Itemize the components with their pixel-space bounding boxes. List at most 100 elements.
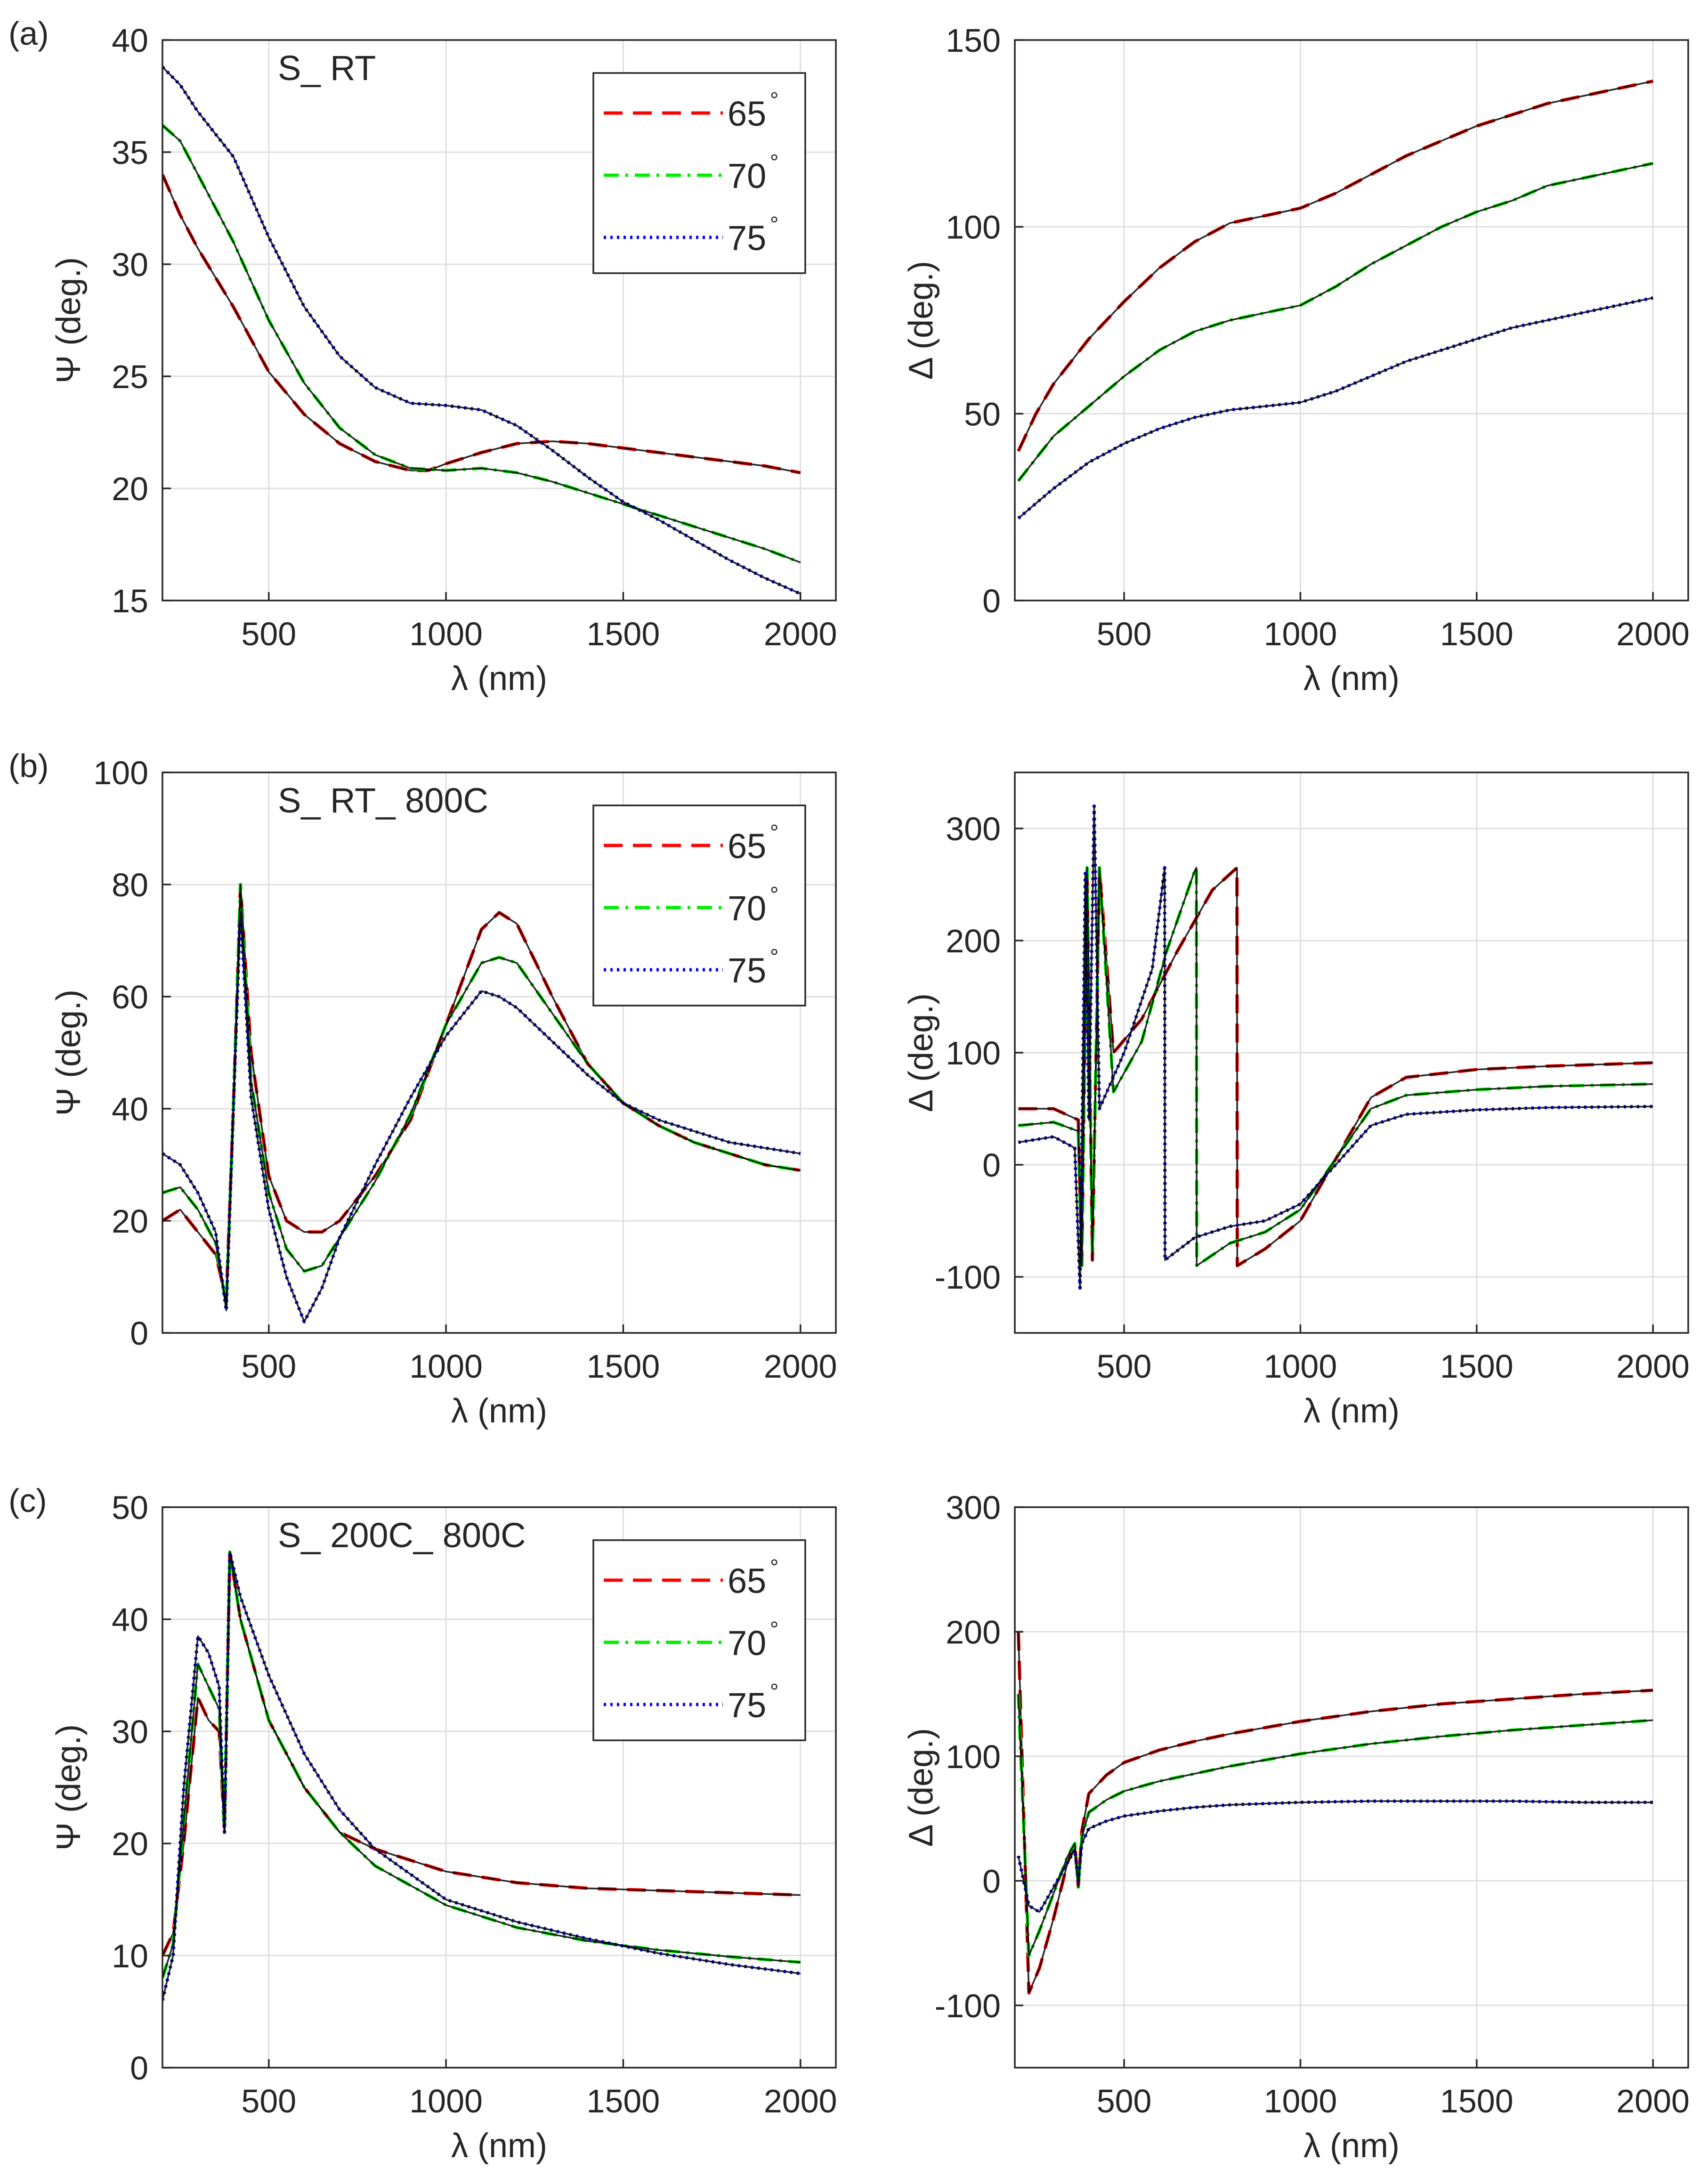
chart-a-psi: 500 1000 1500 2000 15 20 25 30 35 40 λ (nm) Ψ (deg.… <box>8 15 837 698</box>
legend: 65 °70 °75 ° <box>592 72 806 274</box>
y-tick-label: -100 <box>935 1988 1001 2024</box>
series-fit-70-line <box>1018 867 1653 1267</box>
y-tick-label: 200 <box>946 923 1001 959</box>
x-tick-label: 2000 <box>764 616 837 652</box>
legend-degree-65: ° <box>770 820 778 844</box>
x-tick-label: 500 <box>1097 1348 1152 1385</box>
series-fit-75-line <box>162 1551 801 2001</box>
legend-degree-75: ° <box>770 212 778 236</box>
x-axis-label: λ (nm) <box>451 660 547 698</box>
y-tick-label: 30 <box>112 246 148 283</box>
legend: 65 °70 °75 ° <box>592 1539 806 1741</box>
chart-title: S_ 200C_ 800C <box>278 1516 526 1555</box>
legend-degree-75: ° <box>770 1679 778 1704</box>
y-tick-label: 30 <box>112 1713 148 1750</box>
x-tick-label: 2000 <box>764 2083 837 2119</box>
y-axis-label: Ψ (deg.) <box>50 257 88 383</box>
plot-area <box>1015 40 1688 601</box>
y-tick-label: 20 <box>112 471 148 507</box>
legend-label-70: 70 <box>728 889 766 928</box>
x-tick-label: 2000 <box>1616 2083 1690 2119</box>
series-fit-70-line <box>162 124 801 563</box>
axes-box <box>1014 39 1689 601</box>
y-tick-label: 100 <box>946 209 1001 246</box>
y-tick-label: 40 <box>112 1601 148 1638</box>
series-group <box>1017 1632 1653 1995</box>
x-tick-label: 1000 <box>1264 1348 1337 1385</box>
series-fit-70-line <box>162 1551 801 1979</box>
legend-label-75: 75 <box>728 951 766 990</box>
x-axis-label: λ (nm) <box>1303 1392 1400 1430</box>
y-tick-label: 40 <box>112 1091 148 1128</box>
x-tick-label: 1000 <box>1264 2083 1337 2119</box>
legend-label-65: 65 <box>728 94 766 133</box>
y-axis-label: Ψ (deg.) <box>50 990 88 1116</box>
legend-degree-65: ° <box>770 88 778 112</box>
legend-label-70: 70 <box>728 1624 766 1663</box>
y-tick-label: 0 <box>130 2050 148 2087</box>
series-fit-70-line <box>1018 162 1653 482</box>
series-fit-75-line <box>162 911 801 1323</box>
legend-degree-70: ° <box>770 1617 778 1641</box>
legend-degree-65: ° <box>770 1555 778 1579</box>
series-fit-65-line <box>162 174 801 474</box>
chart-b-delta: 500 1000 1500 2000 -100 0 100 200 300 λ (nm) Δ (de… <box>902 771 1690 1430</box>
y-tick-label: 25 <box>112 358 148 395</box>
x-tick-label: 1500 <box>587 616 660 652</box>
x-axis-label: λ (nm) <box>451 1392 547 1430</box>
y-tick-label: 300 <box>946 1489 1001 1526</box>
panel-label: (a) <box>8 15 49 52</box>
legend-label-75: 75 <box>728 219 766 258</box>
chart-title: S_ RT_ 800C <box>278 781 488 820</box>
x-tick-label: 500 <box>1097 616 1152 652</box>
series-fit-75-line <box>1018 805 1653 1289</box>
y-tick-label: 40 <box>112 22 148 59</box>
chart-b-psi: 500 1000 1500 2000 0 20 40 60 80 100 λ (nm) Ψ (deg.… <box>8 747 837 1430</box>
legend-degree-75: ° <box>770 944 778 969</box>
panel-label: (c) <box>8 1482 47 1519</box>
legend-degree-70: ° <box>770 150 778 174</box>
y-tick-label: 20 <box>112 1826 148 1862</box>
x-tick-label: 500 <box>241 1348 296 1385</box>
axes-box <box>162 1506 837 2069</box>
x-axis-label: λ (nm) <box>451 2127 547 2165</box>
series-fit-75-line <box>1018 297 1653 519</box>
y-tick-label: 100 <box>93 755 148 791</box>
series-group <box>1018 804 1653 1290</box>
y-tick-label: 100 <box>946 1035 1001 1072</box>
axes-box <box>162 39 837 601</box>
y-tick-label: 0 <box>130 1315 148 1352</box>
y-tick-label: 15 <box>112 583 148 619</box>
legend-label-65: 65 <box>728 1561 766 1600</box>
y-tick-label: 50 <box>964 396 1001 432</box>
x-axis-label: λ (nm) <box>1303 2127 1400 2165</box>
legend-label-75: 75 <box>728 1686 766 1725</box>
y-tick-label: 100 <box>946 1738 1001 1775</box>
series-group <box>162 1550 801 2001</box>
x-tick-label: 1000 <box>409 1348 483 1385</box>
y-tick-label: 80 <box>112 867 148 903</box>
y-axis-label: Δ (deg.) <box>902 993 940 1112</box>
y-tick-label: 300 <box>946 811 1001 847</box>
legend-box <box>592 804 806 1007</box>
y-tick-label: 35 <box>112 134 148 171</box>
plot-area <box>1015 1507 1688 2068</box>
series-fit-65-line <box>1017 80 1653 452</box>
legend-box <box>592 1539 806 1741</box>
y-tick-label: 200 <box>946 1614 1001 1650</box>
x-tick-label: 1500 <box>587 2083 660 2119</box>
x-tick-label: 500 <box>241 2083 296 2119</box>
y-axis-label: Δ (deg.) <box>902 261 940 380</box>
legend-label-65: 65 <box>728 827 766 866</box>
series-fit-70-line <box>1017 1694 1653 1957</box>
y-tick-label: 60 <box>112 979 148 1015</box>
x-tick-label: 1500 <box>587 1348 660 1385</box>
series-group <box>162 883 801 1323</box>
x-tick-label: 500 <box>241 616 296 652</box>
x-tick-label: 2000 <box>1616 616 1690 652</box>
y-tick-label: 50 <box>112 1489 148 1526</box>
y-tick-label: -100 <box>935 1259 1001 1296</box>
panel-label: (b) <box>8 747 49 784</box>
x-tick-label: 1500 <box>1440 616 1514 652</box>
